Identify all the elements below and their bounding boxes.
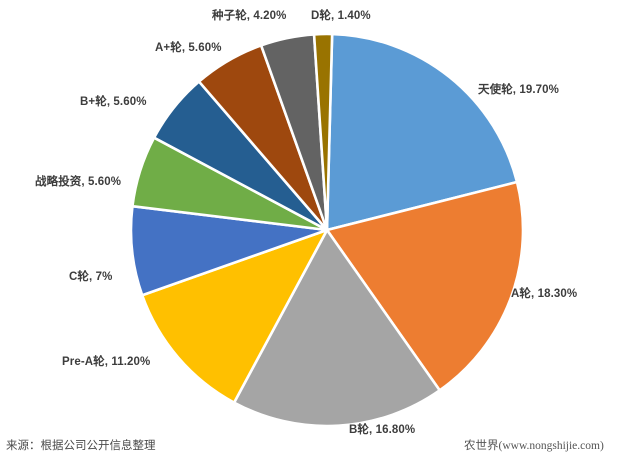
source-note: 来源：根据公司公开信息整理 <box>6 440 156 452</box>
site-watermark: 农世界(www.nongshijie.com) <box>464 440 604 452</box>
pie-slice-label: A+轮, 5.60% <box>155 42 222 54</box>
pie-slice[interactable] <box>140 228 329 404</box>
pie-slice-label: B+轮, 5.60% <box>80 96 147 108</box>
pie-slice[interactable] <box>325 32 519 232</box>
pie-slice-label: C轮, 7% <box>69 271 113 283</box>
pie-slice-label: 种子轮, 4.20% <box>212 10 287 22</box>
pie-slice-label: B轮, 16.80% <box>349 424 416 436</box>
pie-slice-label: 战略投资, 5.60% <box>35 176 122 188</box>
pie-slice-label: Pre-A轮, 11.20% <box>62 356 151 368</box>
pie-slice[interactable] <box>312 32 334 232</box>
pie-slice-group <box>129 32 525 428</box>
pie-slice[interactable] <box>325 180 525 392</box>
pie-slice-label: A轮, 18.30% <box>511 288 578 300</box>
pie-slice-label: 天使轮, 19.70% <box>478 84 559 96</box>
pie-slice-label: D轮, 1.40% <box>311 10 371 22</box>
pie-slice[interactable] <box>232 228 442 428</box>
